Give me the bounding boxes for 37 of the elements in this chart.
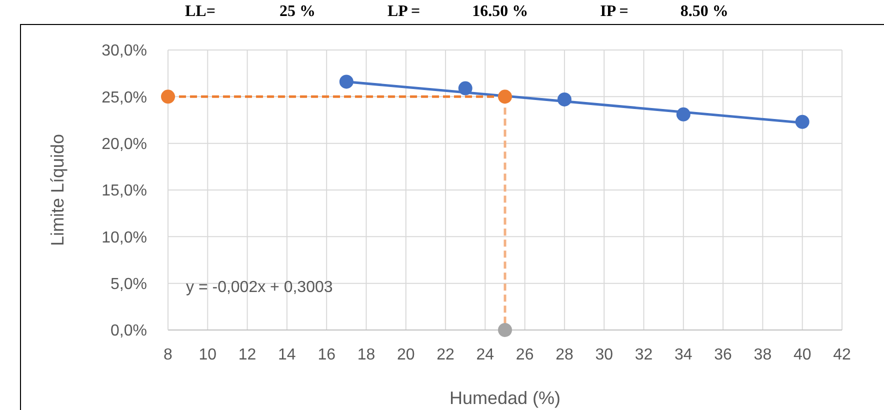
annotation: y = -0,002x + 0,3003 — [186, 278, 333, 298]
y-tick-label: 15,0% — [102, 182, 147, 200]
x-tick-label: 16 — [318, 346, 336, 364]
x-tick-label: 18 — [357, 346, 376, 364]
x-tick-label: 42 — [833, 346, 851, 364]
x-tick-label: 20 — [396, 346, 415, 364]
y-tick-label: 10,0% — [102, 229, 147, 246]
point — [498, 323, 512, 337]
y-tick-label: 25,0% — [102, 89, 147, 106]
x-tick-label: 40 — [793, 346, 812, 364]
y-tick-label: 0,0% — [110, 322, 147, 340]
point — [498, 90, 512, 104]
x-tick-label: 26 — [516, 346, 534, 364]
point — [458, 81, 472, 96]
x-tick-label: 38 — [754, 346, 772, 364]
x-tick-label: 28 — [556, 346, 574, 364]
x-tick-label: 30 — [595, 346, 614, 364]
y-tick-label: 30,0% — [102, 42, 147, 60]
x-tick-label: 12 — [238, 346, 256, 364]
point — [339, 74, 354, 89]
x-tick-label: 10 — [198, 346, 217, 364]
x-tick-label: 14 — [278, 346, 296, 364]
x-tick-label: 24 — [476, 346, 494, 364]
y-tick-label: 20,0% — [102, 136, 147, 154]
point — [161, 90, 175, 104]
x-tick-label: 8 — [164, 346, 173, 364]
y-tick-label: 5,0% — [110, 276, 147, 294]
x-tick-label: 22 — [436, 346, 455, 364]
x-axis-title: Humedad (%) — [449, 388, 561, 408]
chart-title: LL= 25 % LP = 16.50 % IP = 8.50 % — [185, 2, 728, 22]
point — [795, 114, 810, 129]
point — [557, 92, 572, 106]
x-tick-label: 36 — [714, 346, 732, 364]
x-tick-label: 32 — [634, 346, 653, 364]
point — [676, 107, 690, 122]
x-tick-label: 34 — [674, 346, 692, 364]
y-axis-title: Limite Líquido — [47, 134, 68, 246]
